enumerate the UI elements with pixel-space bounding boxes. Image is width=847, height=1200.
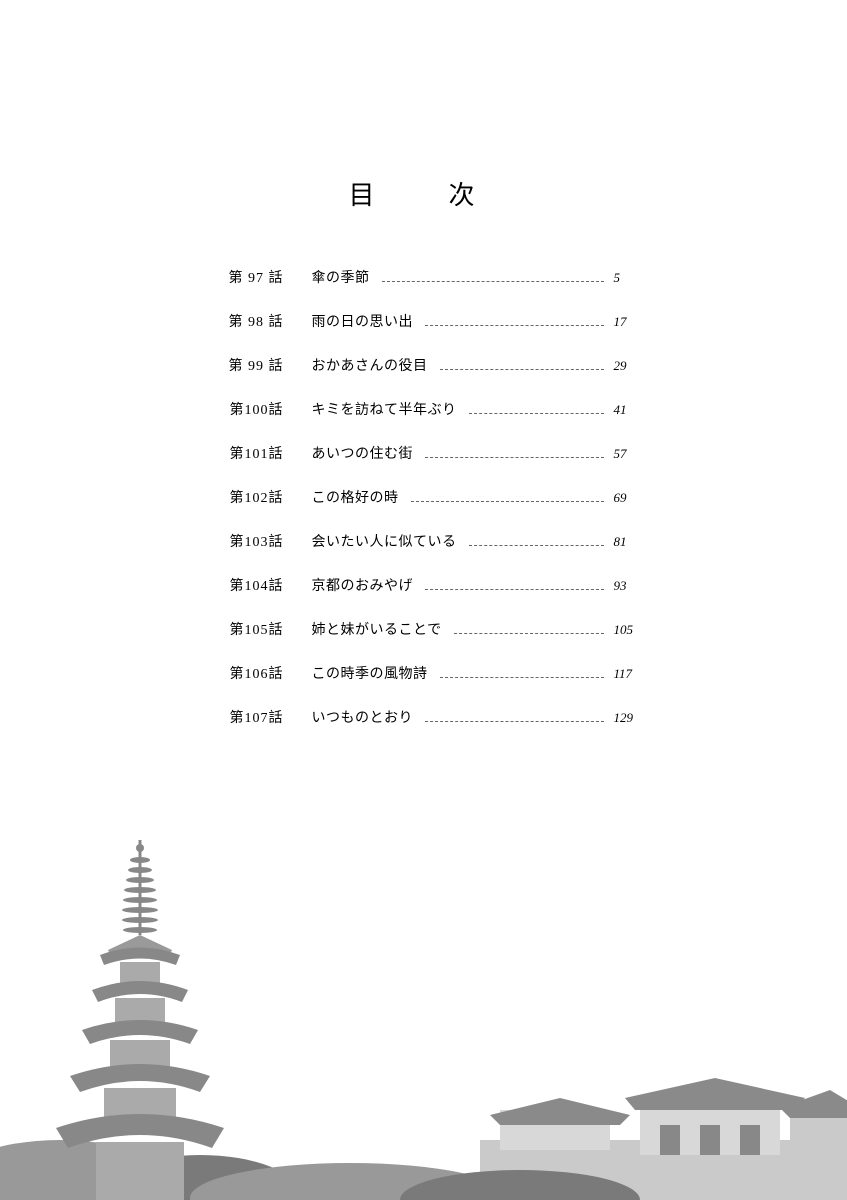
episode-number: 第104話	[204, 575, 284, 595]
page-number: 81	[614, 534, 644, 550]
page-number: 117	[614, 666, 644, 682]
episode-number: 第107話	[204, 707, 284, 727]
episode-number: 第100話	[204, 399, 284, 419]
page-number: 29	[614, 358, 644, 374]
page-number: 105	[614, 622, 644, 638]
page-number: 41	[614, 402, 644, 418]
toc-list: 第 97 話 傘の季節 5 第 98 話 雨の日の思い出 17 第 99 話 おかあさんの役目…	[204, 267, 644, 727]
episode-title: あいつの住む街	[312, 443, 414, 463]
leader-dots	[425, 589, 604, 590]
episode-number: 第105話	[204, 619, 284, 639]
episode-title: 姉と妹がいることで	[312, 619, 442, 639]
leader-dots	[454, 633, 604, 634]
toc-entry: 第 98 話 雨の日の思い出 17	[204, 311, 644, 331]
episode-title: 傘の季節	[312, 267, 370, 287]
page-number: 129	[614, 710, 644, 726]
toc-entry: 第106話 この時季の風物詩 117	[204, 663, 644, 683]
page-number: 69	[614, 490, 644, 506]
episode-title: この格好の時	[312, 487, 399, 507]
episode-title: 京都のおみやげ	[312, 575, 414, 595]
episode-title: キミを訪ねて半年ぶり	[312, 399, 457, 419]
toc-entry: 第105話 姉と妹がいることで 105	[204, 619, 644, 639]
page-number: 5	[614, 270, 644, 286]
leader-dots	[425, 721, 604, 722]
leader-dots	[382, 281, 604, 282]
episode-number: 第102話	[204, 487, 284, 507]
page-number: 93	[614, 578, 644, 594]
toc-entry: 第100話 キミを訪ねて半年ぶり 41	[204, 399, 644, 419]
page-number: 17	[614, 314, 644, 330]
page-title: 目 次	[0, 0, 847, 267]
episode-number: 第101話	[204, 443, 284, 463]
toc-entry: 第103話 会いたい人に似ている 81	[204, 531, 644, 551]
leader-dots	[440, 369, 604, 370]
episode-number: 第103話	[204, 531, 284, 551]
toc-entry: 第104話 京都のおみやげ 93	[204, 575, 644, 595]
toc-entry: 第102話 この格好の時 69	[204, 487, 644, 507]
background-illustration	[0, 840, 847, 1200]
leader-dots	[469, 545, 604, 546]
toc-entry: 第107話 いつものとおり 129	[204, 707, 644, 727]
leader-dots	[440, 677, 604, 678]
toc-entry: 第 99 話 おかあさんの役目 29	[204, 355, 644, 375]
toc-entry: 第101話 あいつの住む街 57	[204, 443, 644, 463]
leader-dots	[469, 413, 604, 414]
episode-number: 第 98 話	[204, 311, 284, 331]
leader-dots	[425, 457, 604, 458]
toc-entry: 第 97 話 傘の季節 5	[204, 267, 644, 287]
episode-title: いつものとおり	[312, 707, 414, 727]
episode-number: 第106話	[204, 663, 284, 683]
episode-title: 雨の日の思い出	[312, 311, 414, 331]
episode-title: 会いたい人に似ている	[312, 531, 457, 551]
leader-dots	[425, 325, 604, 326]
leader-dots	[411, 501, 604, 502]
episode-number: 第 97 話	[204, 267, 284, 287]
episode-title: この時季の風物詩	[312, 663, 428, 683]
episode-number: 第 99 話	[204, 355, 284, 375]
episode-title: おかあさんの役目	[312, 355, 428, 375]
page-number: 57	[614, 446, 644, 462]
